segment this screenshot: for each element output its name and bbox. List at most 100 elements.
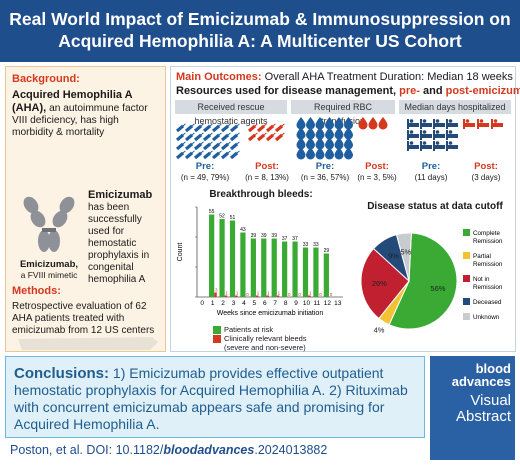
rbc-pre-label: Pre: (315, 161, 335, 172)
blood-drop-icon (296, 147, 306, 160)
bar-at-risk-label: 33 (303, 242, 309, 248)
syringe-icon (175, 132, 186, 142)
syringe-icon (184, 132, 195, 142)
syringe-icon (247, 132, 258, 142)
hosp-post-label: Post: (474, 161, 498, 172)
bar-at-risk (250, 238, 256, 297)
x-tick-label: 4 (242, 300, 246, 307)
syringe-icon (274, 132, 285, 142)
pie-legend-label: Deceased (473, 299, 502, 306)
syringe-icon (193, 132, 204, 142)
hospital-bed-icon (446, 130, 458, 140)
methods-text: Retrospective evaluation of 62 AHA patie… (12, 301, 155, 336)
blood-drop-icon (315, 117, 325, 130)
antibody-icon (23, 196, 75, 252)
bar-at-risk-label: 37 (292, 236, 298, 242)
brand-line-3: Visual (470, 392, 511, 409)
bar-at-risk (292, 241, 298, 297)
blood-drop-icon (315, 127, 325, 140)
x-tick-label: 7 (273, 300, 277, 307)
blood-drop-icon (306, 137, 315, 150)
blood-drop-icon (296, 127, 306, 140)
legend-swatch-green (213, 326, 221, 335)
bar-bleeds-label: 1 (257, 291, 260, 296)
blood-drop-icon (378, 117, 388, 130)
x-tick-label: 0 (200, 300, 204, 307)
journal-brand: blood advances Visual Abstract (430, 356, 515, 460)
hospital-bed-icon (491, 119, 503, 129)
pie-legend-label: Partial (473, 253, 491, 260)
category-rbc-transfusion: Required RBC transfusion (291, 100, 395, 126)
bleeds-legend: Patients at risk Clinically relevant ble… (213, 325, 343, 352)
bar-bleeds-label: 1 (236, 291, 239, 296)
blood-drop-icon (296, 137, 306, 150)
blood-drop-icon (315, 147, 325, 160)
blood-drop-icon (344, 147, 353, 160)
syringe-icon (265, 132, 276, 142)
syringe-icon (256, 123, 267, 133)
background-text: Acquired Hemophilia A (AHA), an autoimmu… (12, 89, 162, 139)
blood-drop-icon (325, 127, 334, 140)
title-line-2: Acquired Hemophilia A: A Multicenter US … (58, 31, 462, 51)
syringe-icon (211, 132, 222, 142)
y-axis-label: Count (177, 243, 184, 262)
hospital-bed-icon (446, 141, 458, 151)
blood-drop-icon (334, 117, 344, 130)
blood-drop-icon (325, 137, 334, 150)
bar-bleeds-label: 1 (278, 291, 281, 296)
blood-drop-icon (344, 127, 353, 140)
syringe-icon (220, 132, 231, 142)
pie-slice (388, 232, 458, 330)
legend-at-risk-label: Patients at risk (224, 325, 274, 334)
pie-legend-label: Not in (473, 276, 490, 283)
resources-line: Resources used for disease management, p… (176, 85, 520, 97)
x-tick-label: 10 (303, 300, 311, 307)
bar-at-risk-label: 55 (209, 209, 215, 215)
us-map-icon (18, 337, 158, 350)
bar-at-risk (209, 214, 215, 297)
syringe-icon (193, 123, 204, 133)
citation-id: .2024013882 (254, 443, 328, 457)
bar-bleeds-label: 1 (267, 291, 270, 296)
legend-bleeds-sub: (severe and non-severe) (224, 343, 306, 353)
syringe-icon (229, 141, 240, 151)
blood-drop-icon (368, 117, 378, 130)
hospital-bed-icon (420, 119, 432, 129)
aha-text: an autoimmune factor VIII deficiency, ha… (12, 103, 148, 138)
x-tick-label: 2 (221, 300, 225, 307)
bar-at-risk-label: 29 (324, 248, 330, 254)
blood-drop-icon (334, 127, 344, 140)
x-tick-label: 9 (294, 300, 298, 307)
x-tick-label: 8 (284, 300, 288, 307)
syringe-icon (184, 150, 195, 160)
rbc-pre-value: (n = 36, 57%) (300, 173, 350, 182)
bar-at-risk (229, 220, 236, 297)
blood-drop-icon (344, 117, 353, 130)
hospital-bed-icon (433, 141, 445, 151)
blood-drop-icon (344, 137, 353, 150)
emicizumab-caption-text: a FVIII mimetic (20, 270, 78, 280)
syringe-icon (211, 141, 222, 151)
citation-journal: bloodadvances (163, 443, 255, 457)
hospital-bed-icon (407, 119, 419, 129)
pie-slice-label: 5% (400, 247, 411, 256)
pie-chart-title: Disease status at data cutoff (367, 201, 503, 212)
hosp-pre-label: Pre: (421, 161, 441, 172)
conclusions-text: 1) Emicizumab provides effective outpati… (14, 365, 408, 432)
bar-bleeds-label: 1 (309, 291, 312, 296)
emicizumab-text: Emicizumab has been successfully used fo… (88, 189, 166, 286)
methods-title: Methods: (12, 285, 61, 297)
brand-line-1: blood (475, 361, 511, 376)
bar-at-risk-label: 51 (230, 215, 236, 221)
syringe-icon (175, 141, 186, 151)
pie-slice-label: 56% (430, 284, 445, 293)
bar-at-risk (219, 219, 225, 297)
x-tick-label: 12 (324, 300, 332, 307)
syringe-icon (202, 150, 213, 160)
syringe-icon (175, 123, 186, 133)
bar-at-risk-label: 39 (261, 233, 267, 239)
bar-bleeds (224, 295, 228, 297)
rbc-post-value: (n = 3, 5%) (357, 173, 397, 182)
x-tick-label: 3 (232, 300, 236, 307)
hospital-bed-icon (433, 119, 445, 129)
